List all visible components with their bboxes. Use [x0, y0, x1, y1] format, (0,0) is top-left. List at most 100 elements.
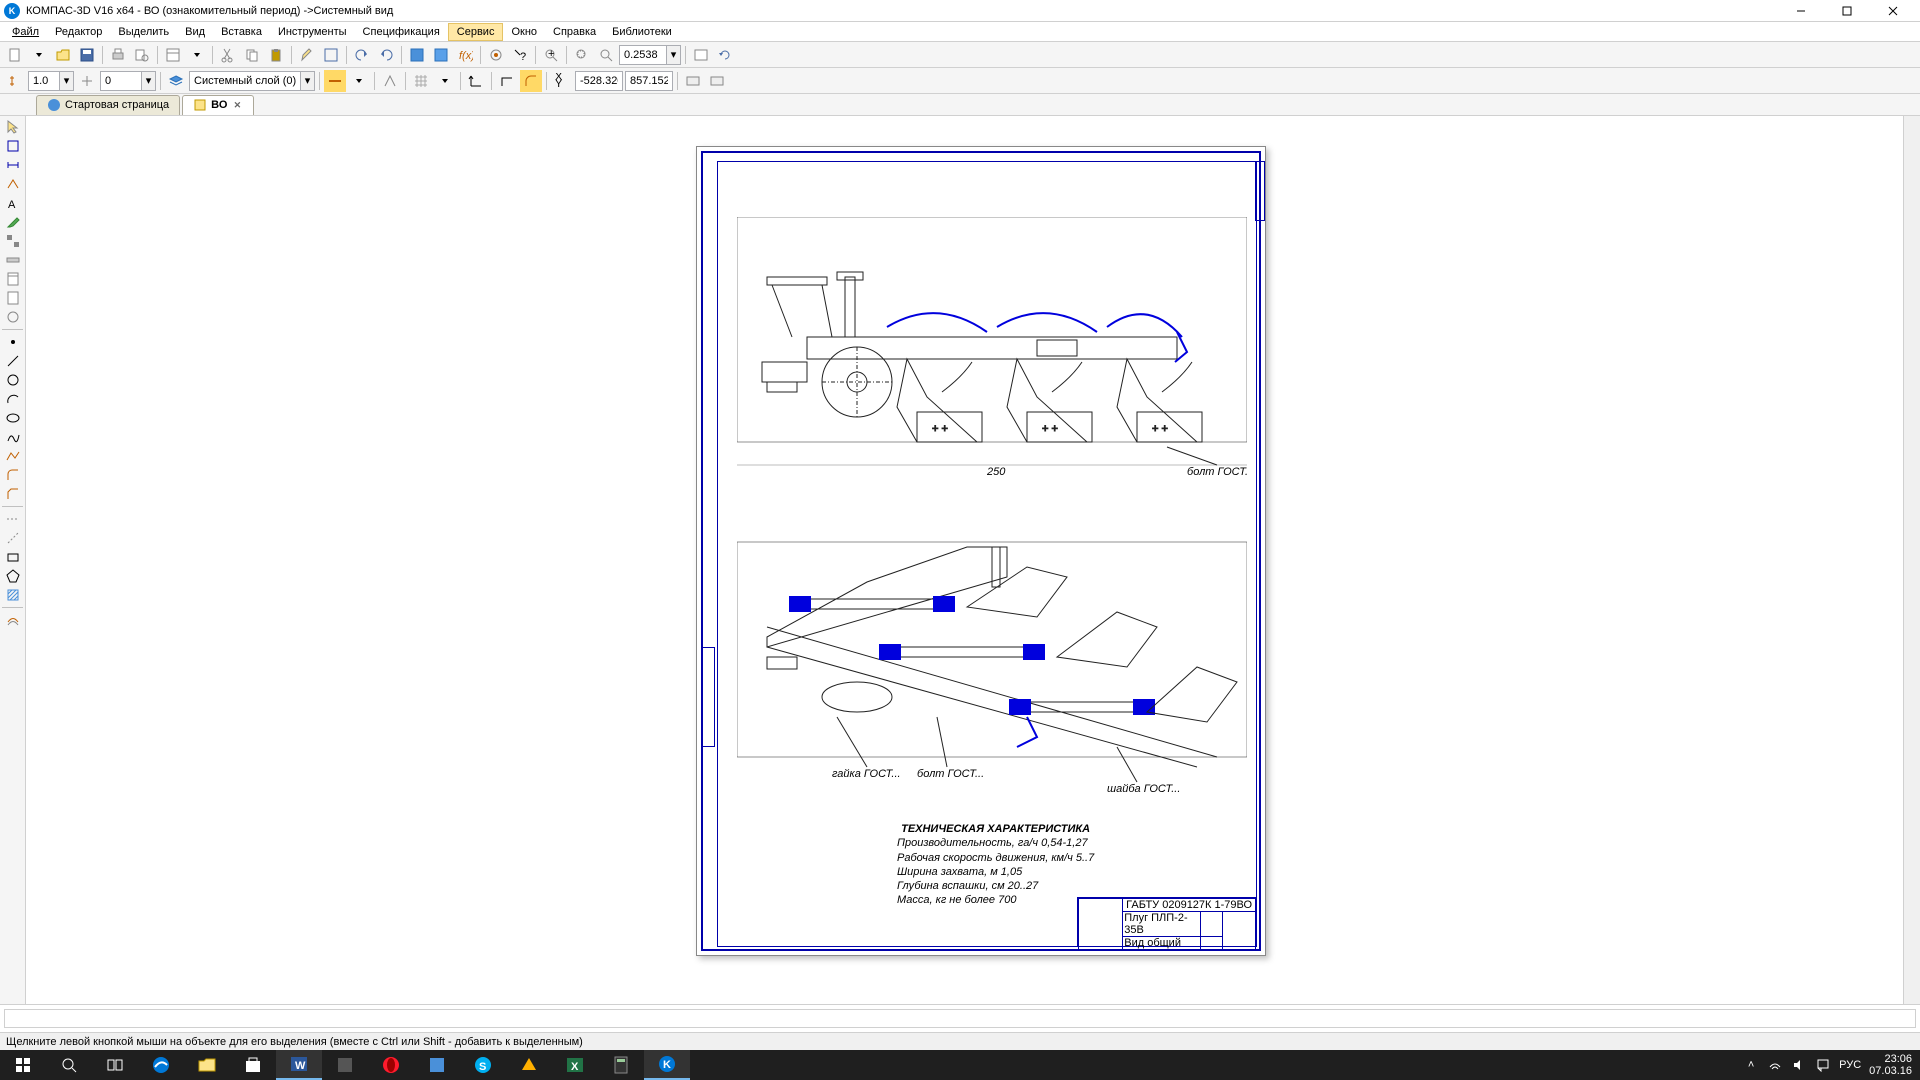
fx-button[interactable]: f(x) [454, 44, 476, 66]
polygon-tool[interactable] [2, 567, 24, 585]
zoom-in-button[interactable]: + [540, 44, 562, 66]
redo-button[interactable] [375, 44, 397, 66]
lcs-button[interactable] [465, 70, 487, 92]
tab-vo[interactable]: ВО ✕ [182, 95, 254, 115]
menu-select[interactable]: Выделить [110, 24, 177, 40]
close-button[interactable] [1870, 0, 1916, 22]
chevron-down-icon[interactable]: ▾ [666, 46, 680, 64]
arc-tool[interactable] [2, 390, 24, 408]
chevron-down-icon[interactable]: ▾ [59, 72, 73, 90]
word-app[interactable]: W [276, 1050, 322, 1080]
search-button[interactable] [46, 1050, 92, 1080]
offset-tool[interactable] [2, 611, 24, 629]
preview-button[interactable] [131, 44, 153, 66]
edit-tool[interactable] [2, 213, 24, 231]
coord-x-field[interactable] [575, 71, 623, 91]
settings-app[interactable] [322, 1050, 368, 1080]
report-tool[interactable] [2, 289, 24, 307]
point-tool[interactable] [2, 333, 24, 351]
ortho-button[interactable] [496, 70, 518, 92]
kompas-app[interactable]: K [644, 1050, 690, 1080]
chevron-down-icon[interactable]: ▾ [300, 72, 314, 90]
menu-tools[interactable]: Инструменты [270, 24, 355, 40]
task-view-button[interactable] [92, 1050, 138, 1080]
save-button[interactable] [76, 44, 98, 66]
aux-line-tool[interactable] [2, 510, 24, 528]
volume-icon[interactable] [1791, 1057, 1807, 1073]
ellipse-tool[interactable] [2, 409, 24, 427]
brush-button[interactable] [296, 44, 318, 66]
grid-dropdown[interactable] [434, 70, 456, 92]
layers-button[interactable] [165, 70, 187, 92]
scale-dropdown[interactable]: ▾ [28, 71, 74, 91]
excel-app[interactable]: X [552, 1050, 598, 1080]
menu-window[interactable]: Окно [503, 24, 545, 40]
measure-tool[interactable] [2, 251, 24, 269]
start-button[interactable] [0, 1050, 46, 1080]
mgr2-button[interactable] [430, 44, 452, 66]
maximize-button[interactable] [1824, 0, 1870, 22]
coord-x[interactable] [576, 72, 622, 90]
lib-button[interactable] [485, 44, 507, 66]
undo-button[interactable] [351, 44, 373, 66]
snap-button[interactable] [379, 70, 401, 92]
print-button[interactable] [107, 44, 129, 66]
round-button[interactable] [520, 70, 542, 92]
coord-y[interactable] [626, 72, 672, 90]
calc-app[interactable] [598, 1050, 644, 1080]
polyline-tool[interactable] [2, 447, 24, 465]
open-button[interactable] [52, 44, 74, 66]
menu-spec[interactable]: Спецификация [355, 24, 448, 40]
linestyle-dropdown[interactable] [348, 70, 370, 92]
app2[interactable] [506, 1050, 552, 1080]
new-dropdown[interactable] [28, 44, 50, 66]
tray-up-icon[interactable]: ˄ [1743, 1057, 1759, 1073]
menu-view[interactable]: Вид [177, 24, 213, 40]
new-button[interactable] [4, 44, 26, 66]
aux-line2-tool[interactable] [2, 529, 24, 547]
annotations-tool[interactable] [2, 175, 24, 193]
menu-editor[interactable]: Редактор [47, 24, 110, 40]
menu-help[interactable]: Справка [545, 24, 604, 40]
steps-button[interactable] [4, 70, 26, 92]
insert-tool[interactable] [2, 308, 24, 326]
redraw-button[interactable] [714, 44, 736, 66]
coord-y-field[interactable] [625, 71, 673, 91]
geometry-tool[interactable] [2, 137, 24, 155]
copy-button[interactable] [241, 44, 263, 66]
zoom-value[interactable] [620, 46, 666, 64]
step-toggle-button[interactable] [76, 70, 98, 92]
keyboard-lang[interactable]: РУС [1839, 1059, 1861, 1071]
zoom-dropdown[interactable]: ▾ [619, 45, 681, 65]
paste-button[interactable] [265, 44, 287, 66]
menu-service[interactable]: Сервис [448, 23, 504, 41]
chamfer-tool[interactable] [2, 485, 24, 503]
properties-button[interactable] [162, 44, 184, 66]
store-app[interactable] [230, 1050, 276, 1080]
cut-button[interactable] [217, 44, 239, 66]
explorer-app[interactable] [184, 1050, 230, 1080]
command-line[interactable] [4, 1009, 1916, 1028]
spline-tool[interactable] [2, 428, 24, 446]
layer-dropdown[interactable]: ▾ [189, 71, 315, 91]
properties-dropdown[interactable] [186, 44, 208, 66]
step-dropdown[interactable]: ▾ [100, 71, 156, 91]
rect-tool[interactable] [2, 548, 24, 566]
chevron-down-icon[interactable]: ▾ [141, 72, 155, 90]
opera-app[interactable] [368, 1050, 414, 1080]
params-tool[interactable] [2, 232, 24, 250]
grid-button[interactable] [410, 70, 432, 92]
circle-tool[interactable] [2, 371, 24, 389]
spec-tool[interactable] [2, 270, 24, 288]
tab-close-button[interactable]: ✕ [231, 99, 243, 111]
scale-value[interactable] [29, 72, 59, 90]
zoom-fit-button[interactable] [690, 44, 712, 66]
menu-libs[interactable]: Библиотеки [604, 24, 680, 40]
layer-value[interactable] [190, 72, 300, 90]
vertical-scrollbar[interactable] [1903, 116, 1920, 1004]
menu-file[interactable]: Файл [4, 24, 47, 40]
help-context-button[interactable]: ? [509, 44, 531, 66]
extra1-button[interactable] [682, 70, 704, 92]
edge-app[interactable] [138, 1050, 184, 1080]
dimensions-tool[interactable] [2, 156, 24, 174]
